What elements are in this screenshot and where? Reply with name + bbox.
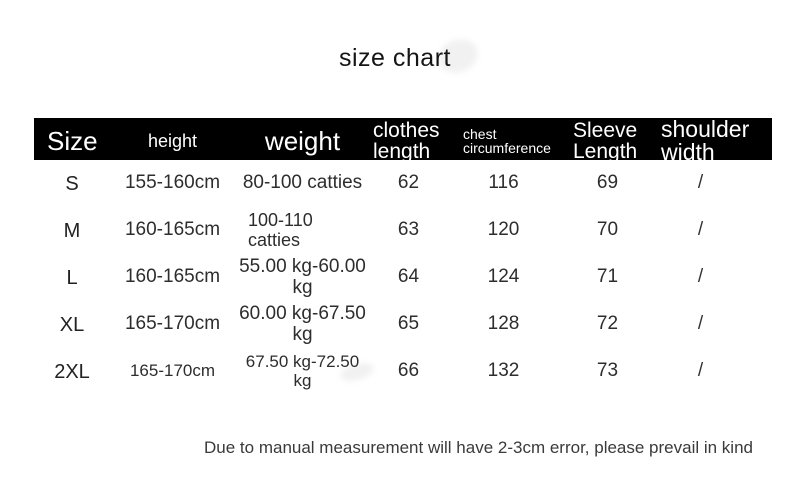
- cell-chest-circumference: 128: [487, 313, 520, 335]
- header-cell-clothes-length: clothes length: [373, 119, 440, 164]
- cell-height: 165-170cm: [129, 361, 216, 381]
- cell-shoulder-width: /: [697, 266, 704, 288]
- cell-weight: 67.50 kg-72.50 kg: [245, 351, 360, 390]
- table-row: S 155-160cm 80-100 catties 62 116 69 /: [34, 160, 772, 207]
- table-row: L 160-165cm 55.00 kg-60.00 kg 64 124 71 …: [34, 254, 772, 301]
- header-cell-chest-circumference: chest circumference: [463, 126, 551, 157]
- header-cell-size: Size: [47, 126, 98, 157]
- cell-sleeve-length: 72: [596, 313, 619, 335]
- cell-size: 2XL: [54, 360, 90, 383]
- cell-height: 155-160cm: [124, 172, 221, 194]
- header-cell-sleeve-length: Sleeve Length: [573, 119, 638, 164]
- cell-size: XL: [59, 313, 85, 336]
- cell-weight: 100-110 catties: [248, 209, 313, 250]
- cell-chest-circumference: 116: [488, 172, 519, 194]
- cell-shoulder-width: /: [697, 172, 704, 194]
- cell-clothes-length: 62: [397, 172, 420, 194]
- table-row: XL 165-170cm 60.00 kg-67.50 kg 65 128 72…: [34, 301, 772, 348]
- cell-clothes-length: 64: [397, 266, 420, 288]
- cell-shoulder-width: /: [697, 360, 704, 382]
- cell-clothes-length: 65: [397, 313, 420, 335]
- cell-chest-circumference: 120: [487, 219, 520, 241]
- cell-sleeve-length: 71: [596, 266, 619, 288]
- cell-weight: 60.00 kg-67.50 kg: [239, 302, 366, 345]
- cell-sleeve-length: 69: [596, 172, 619, 194]
- cell-size: S: [65, 172, 79, 195]
- cell-weight: 55.00 kg-60.00 kg: [239, 255, 366, 298]
- header-cell-shoulder-width: shoulder width: [661, 116, 750, 166]
- cell-height: 160-165cm: [124, 266, 221, 288]
- cell-chest-circumference: 124: [487, 266, 520, 288]
- cell-shoulder-width: /: [697, 313, 704, 335]
- cell-height: 160-165cm: [124, 219, 221, 241]
- cell-shoulder-width: /: [697, 219, 704, 241]
- table-header-row: Size height weight clothes length chest …: [34, 117, 772, 164]
- cell-size: L: [66, 266, 78, 289]
- cell-sleeve-length: 70: [596, 219, 619, 241]
- page-title: size chart: [339, 44, 451, 72]
- cell-weight: 80-100 catties: [242, 172, 363, 194]
- header-cell-weight: weight: [264, 126, 341, 157]
- size-table: Size height weight clothes length chest …: [34, 117, 772, 395]
- cell-clothes-length: 63: [397, 219, 420, 241]
- cell-height: 165-170cm: [124, 313, 221, 335]
- header-cell-height: height: [147, 131, 198, 152]
- cell-sleeve-length: 73: [596, 360, 619, 382]
- cell-chest-circumference: 132: [487, 360, 520, 382]
- cell-clothes-length: 66: [397, 360, 420, 382]
- measurement-disclaimer: Due to manual measurement will have 2-3c…: [204, 438, 753, 457]
- table-row: M 160-165cm 100-110 catties 63 120 70 /: [34, 207, 772, 254]
- cell-size: M: [63, 219, 81, 242]
- table-row: 2XL 165-170cm 67.50 kg-72.50 kg 66 132 7…: [34, 348, 772, 395]
